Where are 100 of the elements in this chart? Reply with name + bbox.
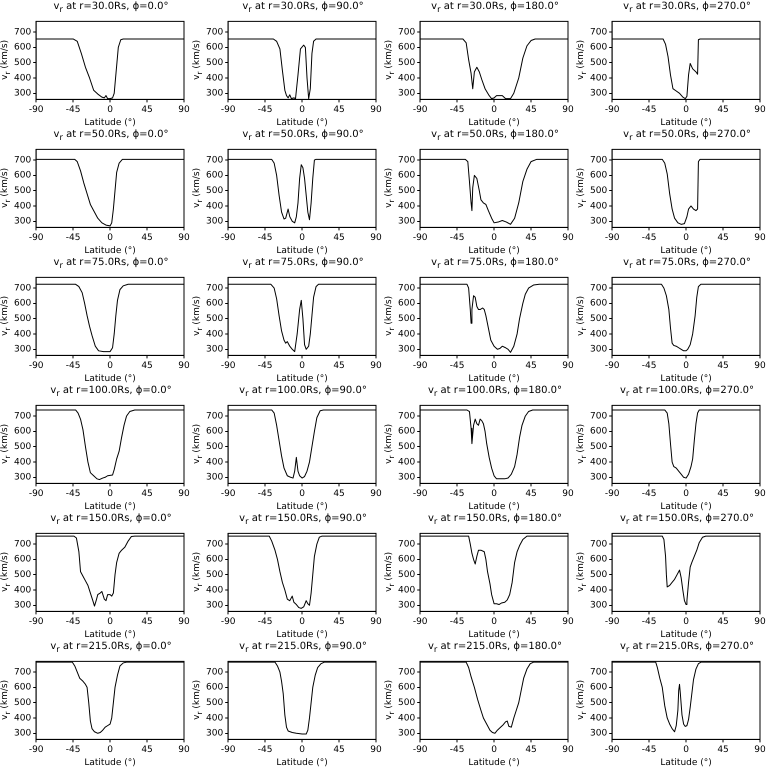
y-tick-label: 300 <box>206 472 224 483</box>
chart-title: v$_{r}$ at r=215.0Rs, ϕ=180.0° <box>426 640 563 654</box>
y-tick-label: 300 <box>206 728 224 739</box>
x-tick-label: 45 <box>333 105 345 116</box>
x-tick-label: 90 <box>178 233 190 244</box>
x-tick-label: -45 <box>258 233 272 244</box>
y-tick-label: 500 <box>398 570 416 580</box>
x-axis-title: Latitude (°) <box>276 118 328 128</box>
chart-title: v$_{r}$ at r=150.0Rs, ϕ=90.0° <box>238 512 368 526</box>
x-tick-label: -45 <box>642 617 656 628</box>
x-tick-label: 45 <box>141 617 153 628</box>
x-tick-label: 45 <box>525 361 537 372</box>
x-axis-title: Latitude (°) <box>84 374 136 384</box>
y-tick-label: 300 <box>14 600 32 611</box>
y-tick-label: 400 <box>206 201 224 212</box>
y-tick-label: 300 <box>398 216 416 227</box>
y-tick-label: 300 <box>590 728 608 739</box>
x-tick-label: -45 <box>66 745 80 756</box>
x-tick-label: 0 <box>299 233 306 244</box>
x-tick-label: -90 <box>412 745 428 756</box>
x-tick-label: -90 <box>220 617 236 628</box>
x-tick-label: 90 <box>370 489 382 500</box>
x-tick-label: -45 <box>642 361 656 372</box>
x-tick-label: -90 <box>604 617 620 628</box>
x-tick-label: -45 <box>642 233 656 244</box>
x-tick-label: 45 <box>717 617 729 628</box>
chart-title: v$_{r}$ at r=75.0Rs, ϕ=0.0° <box>52 256 170 270</box>
x-tick-label: -90 <box>412 233 428 244</box>
x-tick-label: -90 <box>220 233 236 244</box>
y-tick-label: 600 <box>590 554 608 565</box>
x-tick-label: 90 <box>562 105 574 116</box>
y-tick-label: 700 <box>590 155 608 166</box>
x-tick-label: -45 <box>66 489 80 500</box>
x-tick-label: 0 <box>107 617 114 628</box>
x-tick-label: 90 <box>370 745 382 756</box>
x-tick-label: 90 <box>562 233 574 244</box>
x-tick-label: -45 <box>66 361 80 372</box>
x-tick-label: 90 <box>178 617 190 628</box>
y-tick-label: 700 <box>14 411 32 422</box>
x-tick-label: 0 <box>107 233 114 244</box>
x-tick-label: -90 <box>604 105 620 116</box>
x-tick-label: -90 <box>604 233 620 244</box>
x-axis-title: Latitude (°) <box>468 630 520 640</box>
x-tick-label: 90 <box>754 105 766 116</box>
y-tick-label: 600 <box>206 554 224 565</box>
x-tick-label: -45 <box>642 105 656 116</box>
x-axis-title: Latitude (°) <box>660 118 712 128</box>
y-tick-label: 600 <box>14 682 32 693</box>
x-tick-label: 45 <box>525 617 537 628</box>
y-tick-label: 600 <box>14 42 32 53</box>
y-tick-label: 600 <box>398 426 416 437</box>
x-tick-label: 45 <box>333 617 345 628</box>
x-axis-title: Latitude (°) <box>276 630 328 640</box>
y-tick-label: 500 <box>14 442 32 452</box>
x-tick-label: -90 <box>220 489 236 500</box>
y-tick-label: 500 <box>14 58 32 68</box>
y-tick-label: 500 <box>206 570 224 580</box>
x-tick-label: 45 <box>717 489 729 500</box>
x-tick-label: -45 <box>450 105 464 116</box>
x-tick-label: 90 <box>754 489 766 500</box>
x-axis-title: Latitude (°) <box>660 374 712 384</box>
chart-title: v$_{r}$ at r=30.0Rs, ϕ=270.0° <box>622 0 752 14</box>
y-tick-label: 500 <box>590 186 608 196</box>
y-tick-label: 500 <box>14 314 32 324</box>
y-tick-label: 300 <box>398 600 416 611</box>
y-tick-label: 300 <box>14 216 32 227</box>
x-tick-label: 0 <box>683 105 690 116</box>
x-axis-title: Latitude (°) <box>276 758 328 768</box>
y-tick-label: 700 <box>14 667 32 678</box>
x-tick-label: 0 <box>107 745 114 756</box>
y-tick-label: 400 <box>590 73 608 84</box>
x-tick-label: 45 <box>333 233 345 244</box>
x-tick-label: 90 <box>562 745 574 756</box>
x-tick-label: 0 <box>107 105 114 116</box>
y-tick-label: 400 <box>14 73 32 84</box>
y-tick-label: 600 <box>590 298 608 309</box>
y-tick-label: 300 <box>14 88 32 99</box>
x-tick-label: 45 <box>717 105 729 116</box>
x-tick-label: -45 <box>258 105 272 116</box>
x-tick-label: -90 <box>28 745 44 756</box>
y-tick-label: 700 <box>14 539 32 550</box>
chart-title: v$_{r}$ at r=75.0Rs, ϕ=270.0° <box>622 256 752 270</box>
y-tick-label: 700 <box>398 155 416 166</box>
y-tick-label: 600 <box>398 298 416 309</box>
y-tick-label: 600 <box>14 554 32 565</box>
x-tick-label: 45 <box>525 489 537 500</box>
x-tick-label: 45 <box>333 361 345 372</box>
x-tick-label: 0 <box>491 361 498 372</box>
x-tick-label: 0 <box>107 489 114 500</box>
x-axis-title: Latitude (°) <box>660 758 712 768</box>
y-tick-label: 700 <box>590 27 608 38</box>
chart-title: v$_{r}$ at r=100.0Rs, ϕ=180.0° <box>426 384 563 398</box>
x-tick-label: 90 <box>178 745 190 756</box>
x-tick-label: 90 <box>754 361 766 372</box>
y-tick-label: 400 <box>14 329 32 340</box>
y-tick-label: 600 <box>14 170 32 181</box>
x-tick-label: 0 <box>683 617 690 628</box>
y-tick-label: 500 <box>398 442 416 452</box>
y-tick-label: 700 <box>14 155 32 166</box>
y-tick-label: 300 <box>398 728 416 739</box>
